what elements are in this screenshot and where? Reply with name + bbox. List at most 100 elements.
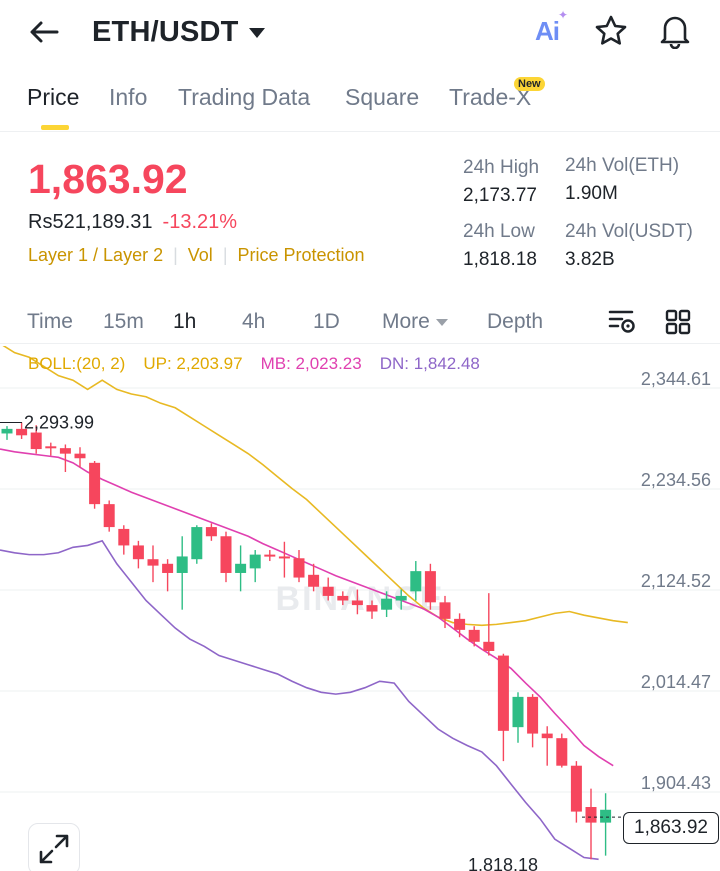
candlestick-chart[interactable]: 2,344.61 2,234.56 2,124.52 2,014.47 1,904.43… <box>0 346 720 871</box>
tag-vol[interactable]: Vol <box>187 245 213 265</box>
tab-price[interactable]: Price <box>27 84 80 110</box>
stat-24h-vol-usdt: 24h Vol(USDT) 3.82B <box>565 221 693 271</box>
interval-time[interactable]: Time <box>27 310 73 333</box>
candle-down <box>74 453 86 459</box>
interval-15m[interactable]: 15m <box>103 310 144 333</box>
current-price-tag: 1,863.92 <box>623 812 719 844</box>
candle-up <box>235 563 247 573</box>
boll-upper-line <box>2 346 628 627</box>
candle-down <box>103 504 115 528</box>
candle-down <box>118 528 130 546</box>
candle-down <box>162 563 174 573</box>
fiat-row: Rs521,189.31 -13.21% <box>28 211 237 234</box>
ai-icon: Ai ✦ <box>535 7 568 46</box>
top-bar: ETH/USDT Ai ✦ <box>0 0 720 64</box>
candle-down <box>366 605 378 612</box>
candle-up <box>381 598 393 610</box>
candle-up <box>1 428 13 434</box>
grid-layout-icon[interactable] <box>664 308 692 341</box>
interval-1d[interactable]: 1D <box>313 310 340 333</box>
boll-middle-line <box>0 448 614 767</box>
candle-down <box>278 556 290 559</box>
candle-down <box>16 428 28 436</box>
stat-value: 3.82B <box>565 249 615 270</box>
expand-icon <box>39 834 69 864</box>
tab-trading-data[interactable]: Trading Data <box>178 84 311 110</box>
candle-down <box>541 733 553 739</box>
candle-down <box>527 696 539 734</box>
interval-bar: Time 15m 1h 4h 1D More Depth <box>0 300 720 344</box>
candle-up <box>191 527 203 560</box>
stat-24h-low: 24h Low 1,818.18 <box>463 221 537 271</box>
tab-info[interactable]: Info <box>109 84 148 110</box>
ai-button[interactable]: Ai ✦ <box>528 7 568 50</box>
tab-square[interactable]: Square <box>345 84 420 110</box>
candle-down <box>59 448 71 454</box>
new-badge: New <box>514 77 545 91</box>
depth-tab[interactable]: Depth <box>487 310 544 333</box>
chevron-down-icon <box>248 28 265 38</box>
back-arrow-icon[interactable] <box>26 14 62 50</box>
boll-legend: BOLL:(20, 2) UP: 2,203.97 MB: 2,023.23 D… <box>28 354 480 374</box>
candle-down <box>424 571 436 603</box>
expand-chart-button[interactable] <box>28 823 80 871</box>
low-marker-label: 1,818.18 <box>468 855 538 871</box>
tag-separator: | <box>222 245 228 265</box>
candle-down <box>30 432 42 450</box>
candle-up <box>410 571 422 592</box>
candle-up <box>395 595 407 601</box>
candle-up <box>176 556 188 573</box>
stat-label: 24h Low <box>463 221 535 242</box>
tab-bar: Price Info Trading Data Square Trade-X <box>0 72 720 132</box>
boll-dn-value: DN: 1,842.48 <box>379 354 480 373</box>
last-price: 1,863.92 <box>28 156 188 202</box>
candle-up <box>249 554 261 569</box>
candle-down <box>308 574 320 587</box>
candle-down <box>205 527 217 537</box>
candle-down <box>132 545 144 560</box>
star-icon[interactable] <box>592 12 630 50</box>
boll-mb-value: MB: 2,023.23 <box>260 354 362 373</box>
bell-icon[interactable] <box>656 12 694 50</box>
candle-down <box>293 558 305 578</box>
pair-selector[interactable]: ETH/USDT <box>92 14 265 50</box>
y-tick-label: 1,904.43 <box>641 773 711 793</box>
candle-down <box>220 536 232 573</box>
tag-list: Layer 1 / Layer 2 | Vol | Price Protecti… <box>28 245 365 266</box>
candle-down <box>147 559 159 566</box>
stat-24h-vol-eth: 24h Vol(ETH) 1.90M <box>565 155 679 205</box>
tag-layer[interactable]: Layer 1 / Layer 2 <box>28 245 164 265</box>
candle-down <box>439 602 451 619</box>
candle-down <box>497 655 509 731</box>
candle-down <box>351 600 363 606</box>
y-tick-label: 2,234.56 <box>641 470 711 490</box>
boll-up-value: UP: 2,203.97 <box>143 354 243 373</box>
stat-label: 24h Vol(USDT) <box>565 221 693 242</box>
tag-price-protection[interactable]: Price Protection <box>237 245 365 265</box>
candle-down <box>264 554 276 557</box>
candle-down <box>570 765 582 812</box>
interval-more[interactable]: More <box>382 310 448 334</box>
boll-params: BOLL:(20, 2) <box>28 354 126 373</box>
candle-down <box>89 462 101 505</box>
chevron-down-icon <box>435 318 448 326</box>
y-tick-label: 2,014.47 <box>641 672 711 692</box>
pair-name: ETH/USDT <box>92 15 239 48</box>
high-marker-label: 2,293.99 <box>24 412 94 432</box>
interval-4h[interactable]: 4h <box>242 310 266 333</box>
y-tick-label: 2,124.52 <box>641 571 711 591</box>
candle-up <box>512 696 524 728</box>
price-change: -13.21% <box>162 211 238 233</box>
candle-down <box>468 629 480 642</box>
indicator-settings-icon[interactable] <box>607 308 637 341</box>
stat-value: 2,173.77 <box>463 185 537 206</box>
y-tick-label: 2,344.61 <box>641 369 711 389</box>
active-tab-indicator <box>41 125 69 130</box>
tag-separator: | <box>173 245 178 265</box>
candle-down <box>337 595 349 601</box>
candle-down <box>585 807 597 823</box>
stat-value: 1.90M <box>565 183 618 204</box>
stat-label: 24h Vol(ETH) <box>565 155 680 176</box>
interval-1h[interactable]: 1h <box>173 310 197 333</box>
stat-24h-high: 24h High 2,173.77 <box>463 157 539 207</box>
